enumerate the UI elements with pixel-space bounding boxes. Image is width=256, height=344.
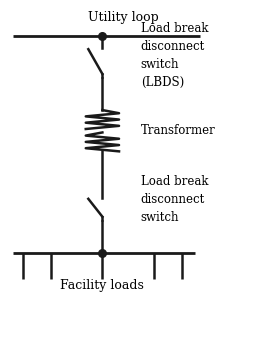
- Text: Transformer: Transformer: [141, 124, 216, 137]
- Text: Load break
disconnect
switch: Load break disconnect switch: [141, 175, 208, 224]
- Text: Utility loop: Utility loop: [88, 11, 158, 24]
- Text: Facility loads: Facility loads: [60, 279, 144, 292]
- Text: Load break
disconnect
switch
(LBDS): Load break disconnect switch (LBDS): [141, 22, 208, 88]
